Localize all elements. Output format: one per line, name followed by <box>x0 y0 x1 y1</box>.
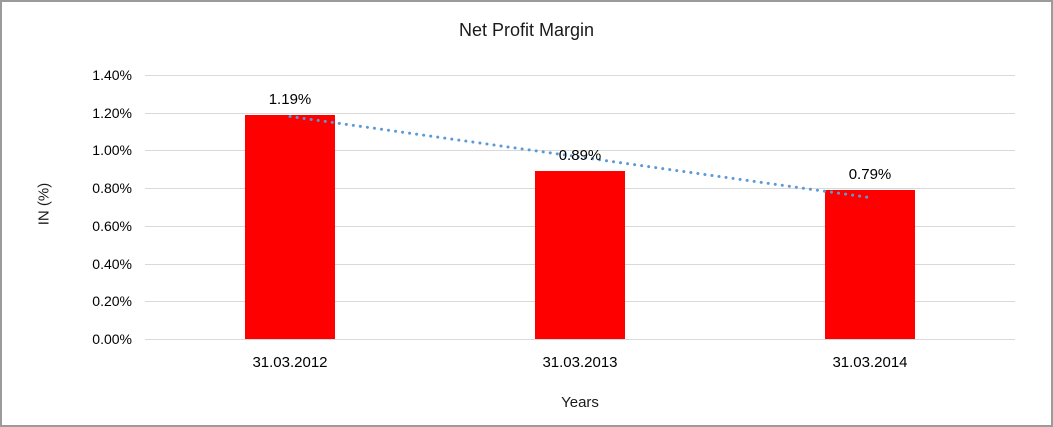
bar-31.03.2014 <box>825 190 915 339</box>
x-tick-label: 31.03.2012 <box>252 354 328 371</box>
gridline <box>145 339 1015 340</box>
y-tick-label: 1.40% <box>92 67 132 83</box>
bar-data-label: 0.89% <box>558 147 602 165</box>
gridline <box>145 150 1015 152</box>
x-tick-label: 31.03.2013 <box>542 354 618 371</box>
gridline <box>145 112 1015 114</box>
y-tick-label: 0.20% <box>92 293 132 310</box>
chart-title: Net Profit Margin <box>458 20 595 40</box>
y-tick-label: 0.60% <box>92 217 132 234</box>
bar-data-label: 0.79% <box>848 166 892 184</box>
gridline <box>145 75 1015 76</box>
bar-data-label: 1.19% <box>268 90 312 108</box>
y-tick-label: 0.40% <box>92 255 132 272</box>
trendline <box>288 114 872 200</box>
y-tick-label: 0.00% <box>92 331 132 347</box>
bar-31.03.2012 <box>245 114 335 339</box>
y-tick-label: 0.80% <box>92 180 132 197</box>
y-tick-label: 1.00% <box>92 142 132 159</box>
bar-31.03.2013 <box>535 171 625 339</box>
plot-area: 1.19% 0.89% 0.79% <box>145 75 1015 340</box>
y-tick-label: 1.20% <box>92 104 132 121</box>
x-axis-title: Years <box>561 394 599 411</box>
x-tick-label: 31.03.2014 <box>832 354 908 371</box>
